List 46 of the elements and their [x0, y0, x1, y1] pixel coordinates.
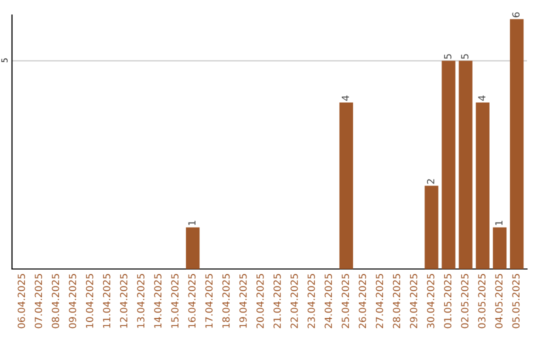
- x-tick-label: 30.04.2025: [426, 274, 434, 328]
- x-tick-label: 20.04.2025: [256, 274, 264, 328]
- x-tick-label: 05.05.2025: [512, 274, 520, 328]
- x-tick-label: 11.04.2025: [102, 274, 110, 328]
- x-tick-label: 13.04.2025: [137, 274, 144, 328]
- x-tick-label: 07.04.2025: [34, 274, 42, 328]
- x-tick-label: 18.04.2025: [222, 274, 230, 328]
- bar: [476, 102, 490, 269]
- x-tick-label: 03.05.2025: [478, 274, 486, 328]
- x-tick-label: 06.04.2025: [18, 274, 26, 328]
- x-tick-label: 24.04.2025: [324, 274, 332, 328]
- data-label: 4: [478, 96, 486, 101]
- x-tick-label: 04.05.2025: [495, 274, 503, 328]
- x-tick-label: 23.04.2025: [308, 274, 315, 328]
- x-tick-label: 28.04.2025: [392, 274, 400, 328]
- data-label: 2: [426, 179, 434, 184]
- bar: [339, 102, 354, 269]
- data-label: 5: [461, 54, 468, 59]
- data-label: 5: [444, 54, 452, 59]
- data-label: 4: [342, 96, 349, 101]
- x-tick-label: 12.04.2025: [120, 274, 128, 328]
- bar: [510, 19, 524, 269]
- x-tick-label: 16.04.2025: [188, 274, 196, 328]
- bar: [442, 60, 456, 269]
- x-tick-label: 08.04.2025: [52, 274, 60, 328]
- x-tick-label: 10.04.2025: [86, 274, 94, 328]
- x-tick-label: 22.04.2025: [290, 274, 298, 328]
- data-label: 1: [495, 220, 502, 226]
- x-tick-label: 01.05.2025: [444, 274, 452, 328]
- x-tick-label: 09.04.2025: [68, 274, 76, 328]
- x-tick-label: 19.04.2025: [239, 274, 247, 328]
- x-tick-label: 14.04.2025: [154, 274, 162, 328]
- bar: [492, 227, 507, 269]
- x-tick-label: 02.05.2025: [461, 274, 468, 328]
- data-label: 6: [512, 12, 520, 18]
- data-label: 1: [188, 220, 196, 226]
- x-tick-label: 25.04.2025: [342, 274, 350, 328]
- x-tick-label: 27.04.2025: [376, 274, 384, 328]
- bar: [424, 186, 438, 269]
- x-tick-label: 17.04.2025: [205, 274, 213, 328]
- x-tick-label: 15.04.2025: [171, 274, 179, 328]
- x-tick-label: 26.04.2025: [358, 274, 366, 328]
- bar: [458, 60, 472, 269]
- x-tick-label: 21.04.2025: [273, 274, 281, 328]
- x-tick-label: 29.04.2025: [410, 274, 418, 328]
- bar: [186, 227, 200, 269]
